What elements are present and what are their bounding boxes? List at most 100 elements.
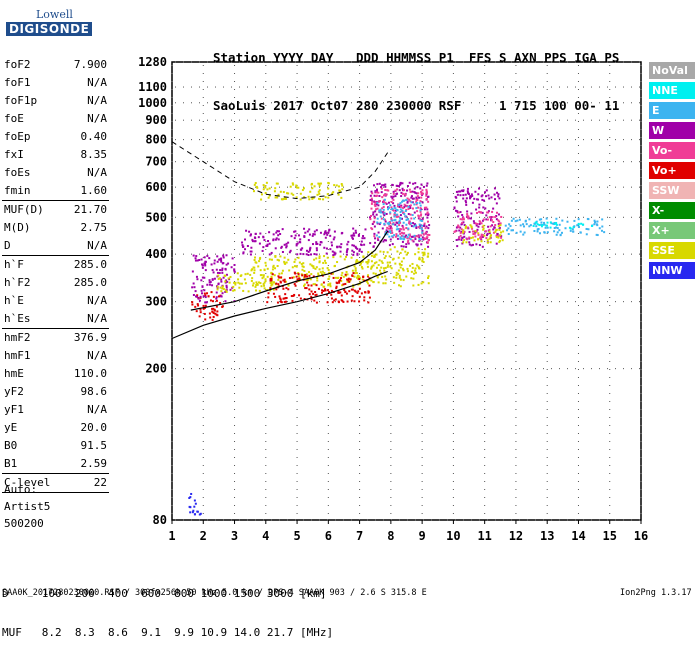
grid-dot (296, 305, 298, 306)
echo-point (382, 199, 385, 202)
echo-point (299, 198, 302, 201)
echo-point (414, 267, 417, 270)
grid-dot (263, 253, 264, 255)
echo-point (403, 213, 406, 216)
grid-dot (503, 139, 504, 141)
grid-dot (359, 305, 361, 306)
grid-dot (287, 139, 288, 141)
echo-point (194, 259, 197, 262)
grid-dot (207, 186, 208, 188)
grid-dot (631, 61, 632, 63)
grid-dot (599, 86, 600, 88)
grid-dot (455, 216, 456, 218)
grid-dot (515, 305, 517, 306)
echo-point (287, 258, 290, 261)
echo-point (372, 245, 375, 248)
echo-point (400, 191, 403, 194)
echo-point (508, 223, 511, 226)
grid-dot (359, 253, 360, 255)
echo-point (385, 229, 388, 232)
grid-dot (265, 153, 267, 154)
grid-dot (546, 145, 548, 146)
grid-dot (383, 119, 384, 121)
grid-dot (327, 497, 329, 498)
grid-dot (175, 86, 176, 88)
echo-point (487, 225, 490, 228)
grid-dot (640, 201, 642, 202)
echo-point (524, 220, 527, 223)
grid-dot (546, 289, 548, 290)
grid-dot (247, 119, 248, 121)
echo-point (203, 307, 206, 310)
grid-dot (421, 89, 423, 90)
echo-point (497, 236, 500, 239)
grid-dot (327, 473, 329, 474)
echo-point (329, 285, 332, 288)
grid-dot (447, 368, 448, 370)
echo-point (346, 249, 349, 252)
echo-point (318, 261, 321, 264)
echo-point (389, 265, 392, 268)
grid-dot (640, 161, 642, 162)
y-tick-label: 300 (145, 295, 167, 309)
grid-dot (234, 305, 236, 306)
grid-dot (421, 65, 423, 66)
grid-dot (296, 409, 298, 410)
grid-dot (421, 153, 423, 154)
echo-point (491, 210, 494, 213)
echo-point (461, 213, 464, 216)
echo-point (603, 231, 606, 234)
echo-point (318, 192, 321, 195)
grid-dot (484, 425, 486, 426)
echo-point (395, 271, 398, 274)
echo-point (370, 190, 373, 193)
grid-dot (447, 216, 448, 218)
grid-dot (391, 186, 392, 188)
x-tick-label: 1 (168, 529, 175, 543)
grid-dot (431, 61, 432, 63)
curve-2 (171, 270, 388, 340)
echo-point (394, 223, 397, 226)
grid-dot (175, 186, 176, 188)
echo-point (498, 239, 501, 242)
grid-dot (359, 241, 361, 242)
echo-point (303, 196, 306, 199)
echo-point (424, 213, 427, 216)
grid-dot (234, 345, 236, 346)
echo-point (572, 230, 575, 233)
grid-dot (375, 61, 376, 63)
grid-dot (234, 513, 236, 514)
grid-dot (207, 161, 208, 163)
echo-point (278, 276, 281, 279)
grid-dot (484, 385, 486, 386)
echo-point (600, 229, 603, 232)
grid-dot (609, 369, 611, 370)
grid-dot (327, 225, 329, 226)
grid-dot (247, 301, 248, 303)
x-tick-label: 8 (387, 529, 394, 543)
grid-dot (577, 217, 579, 218)
echo-point (194, 295, 197, 298)
param-row: B0 91.5 (2, 437, 109, 455)
echo-point (332, 256, 335, 259)
echo-point (315, 253, 318, 256)
echo-point (354, 245, 357, 248)
grid-dot (515, 457, 517, 458)
grid-dot (640, 369, 642, 370)
grid-dot (359, 273, 361, 274)
param-value: N/A (87, 403, 107, 416)
echo-point (277, 193, 280, 196)
grid-dot (327, 401, 329, 402)
param-label: h`F (4, 258, 24, 271)
echo-point (285, 261, 288, 264)
grid-dot (511, 161, 512, 163)
grid-dot (415, 119, 416, 121)
grid-dot (535, 102, 536, 104)
grid-dot (207, 368, 208, 370)
grid-dot (479, 253, 480, 255)
grid-dot (551, 216, 552, 218)
grid-dot (639, 61, 640, 63)
echo-point (302, 253, 305, 256)
y-tick-label: 400 (145, 247, 167, 261)
echo-point (270, 277, 273, 280)
